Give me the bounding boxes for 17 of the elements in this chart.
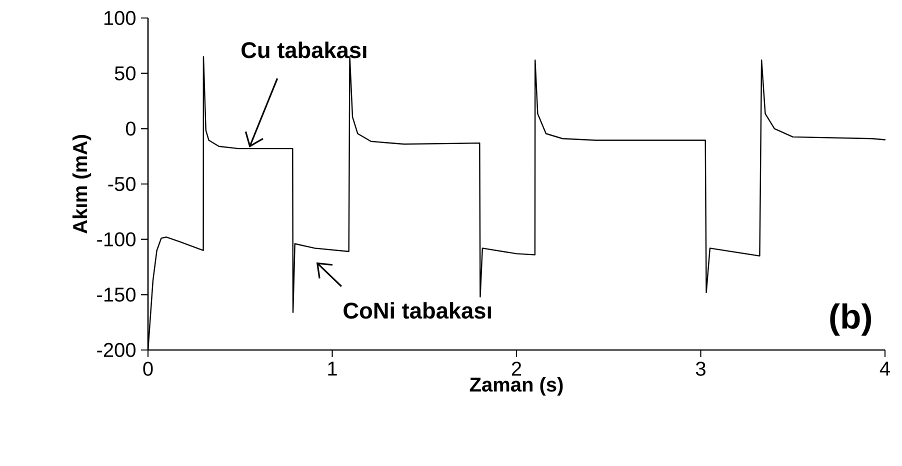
y-tick-label: 50 <box>114 66 136 80</box>
y-tick-label: -200 <box>97 342 136 358</box>
y-tick-label: 100 <box>104 10 136 26</box>
x-tick-label: 3 <box>696 362 706 376</box>
x-tick-label: 2 <box>512 362 522 376</box>
x-tick-label: 4 <box>880 362 890 376</box>
annotation: CoNi tabakası <box>344 302 491 319</box>
annotation: Cu tabakası <box>242 42 366 58</box>
x-tick-label: 0 <box>143 362 153 376</box>
y-tick-label: -150 <box>97 288 136 302</box>
y-tick-label: 0 <box>126 122 136 136</box>
y-tick-label: -50 <box>108 176 136 192</box>
y-axis-title: Akım (mA) <box>72 135 92 234</box>
x-axis-title: Zaman (s) <box>470 377 563 396</box>
annotation: (b) <box>830 303 872 336</box>
x-tick-label: 1 <box>328 362 337 376</box>
y-tick-label: -100 <box>97 232 136 246</box>
